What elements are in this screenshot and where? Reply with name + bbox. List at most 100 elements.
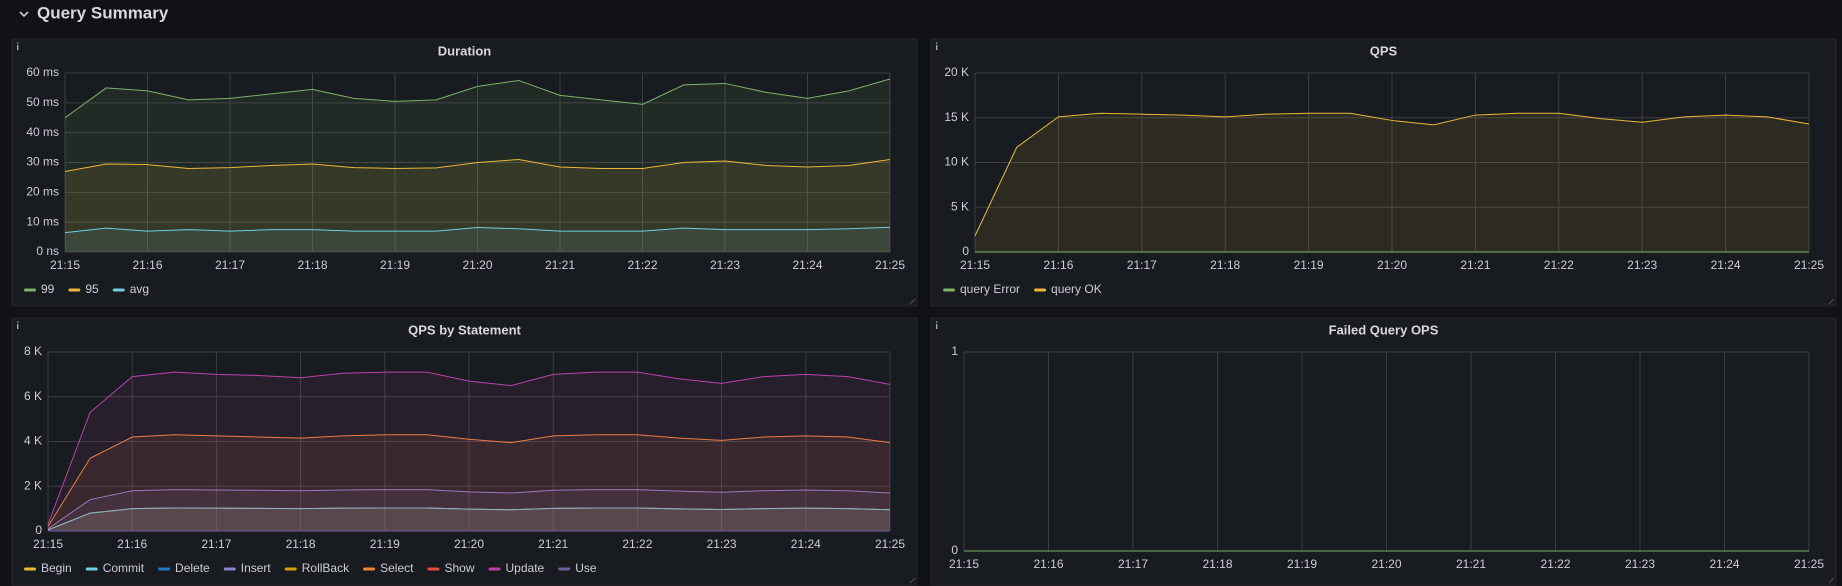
x-tick-label: 21:21 [545,258,575,272]
legend-label[interactable]: Commit [103,561,145,575]
legend-label[interactable]: Update [506,561,545,575]
series-area [48,507,890,531]
series-area [48,372,890,531]
legend-label[interactable]: query Error [960,282,1020,296]
series-line [974,112,1810,237]
legend-swatch[interactable] [284,567,297,571]
y-tick-label: 10 K [944,155,969,169]
panel-info-icon[interactable] [936,324,938,329]
panel-title[interactable]: QPS [1370,43,1398,58]
series-line [64,78,891,119]
legend-label[interactable]: Begin [41,561,72,575]
legend-label[interactable]: Show [444,561,474,575]
legend-swatch[interactable] [943,288,955,292]
y-tick-label: 0 [951,543,958,557]
legend-label[interactable]: 99 [41,282,55,296]
y-tick-label: 20 K [944,65,969,79]
x-tick-label: 21:23 [1627,258,1657,272]
legend-swatch[interactable] [558,567,571,571]
panel [930,317,1837,586]
panel-info-icon-dot[interactable] [17,42,19,44]
x-tick-label: 21:23 [710,258,740,272]
series-line [47,489,891,530]
panel-info-icon-dot[interactable] [17,321,19,323]
panel-info-icon-dot[interactable] [936,321,938,323]
legend-swatch[interactable] [112,288,125,292]
y-tick-label: 5 K [951,199,969,213]
legend-swatch[interactable] [68,288,81,292]
legend-swatch[interactable] [363,567,376,571]
x-tick-label: 21:20 [1377,258,1407,272]
series-area [65,159,890,252]
x-tick-label: 21:15 [949,557,979,571]
y-tick-label: 60 ms [26,65,59,79]
panel-resize-handle [909,577,916,584]
panel-title[interactable]: Failed Query OPS [1329,322,1439,337]
y-tick-label: 0 ns [36,244,59,258]
y-tick-label: 6 K [24,389,42,403]
row-title[interactable]: Query Summary [37,3,169,22]
legend-label[interactable]: Insert [241,561,272,575]
legend-swatch[interactable] [223,567,236,571]
panel-info-icon[interactable] [936,45,938,50]
x-tick-label: 21:18 [1202,557,1232,571]
legend-label[interactable]: RollBack [302,561,350,575]
x-tick-label: 21:23 [707,537,737,551]
x-tick-label: 21:18 [1210,258,1240,272]
series-line [47,434,891,527]
legend-swatch[interactable] [85,567,98,571]
panel [11,317,918,586]
x-tick-label: 21:25 [1794,258,1824,272]
y-tick-label: 8 K [24,344,42,358]
legend-label[interactable]: Delete [175,561,210,575]
x-tick-label: 21:25 [875,258,905,272]
legend-label[interactable]: 95 [85,282,99,296]
x-tick-label: 21:19 [1287,557,1317,571]
legend-swatch[interactable] [158,567,171,571]
x-tick-label: 21:16 [132,258,162,272]
legend-label[interactable]: avg [130,282,149,296]
x-tick-label: 21:17 [201,537,231,551]
x-tick-label: 21:22 [1540,557,1570,571]
series-line [64,159,891,172]
x-tick-label: 21:25 [1794,557,1824,571]
legend-swatch[interactable] [427,567,440,571]
series-area [975,113,1809,253]
x-tick-label: 21:24 [1711,258,1741,272]
series-area [48,489,890,531]
series-area [65,227,890,252]
collapse-chevron[interactable] [19,11,29,18]
series-line [47,507,891,531]
y-tick-label: 15 K [944,110,969,124]
legend-label[interactable]: Use [575,561,597,575]
panel-title[interactable]: Duration [438,43,492,58]
panel-info-icon[interactable] [17,45,19,50]
x-tick-label: 21:20 [454,537,484,551]
x-tick-label: 21:15 [960,258,990,272]
y-tick-label: 40 ms [26,125,59,139]
x-tick-label: 21:23 [1625,557,1655,571]
panel-info-icon-dot[interactable] [936,42,938,44]
x-tick-label: 21:19 [380,258,410,272]
y-tick-label: 0 [35,523,42,537]
x-tick-label: 21:15 [50,258,80,272]
y-tick-label: 20 ms [26,185,59,199]
x-tick-label: 21:17 [1118,557,1148,571]
legend-label[interactable]: query OK [1051,282,1102,296]
x-tick-label: 21:24 [792,258,822,272]
legend-swatch[interactable] [24,567,36,571]
x-tick-label: 21:25 [875,537,905,551]
panel [11,38,918,307]
x-tick-label: 21:17 [215,258,245,272]
panel-info-icon[interactable] [17,324,19,329]
legend-swatch[interactable] [24,288,36,292]
series-line [64,226,891,234]
series-area [48,434,890,531]
legend-swatch[interactable] [488,567,501,571]
panel-title[interactable]: QPS by Statement [408,322,521,337]
legend-swatch[interactable] [1034,288,1047,292]
x-tick-label: 21:24 [1709,557,1739,571]
legend-label[interactable]: Select [380,561,414,575]
x-tick-label: 21:22 [1544,258,1574,272]
